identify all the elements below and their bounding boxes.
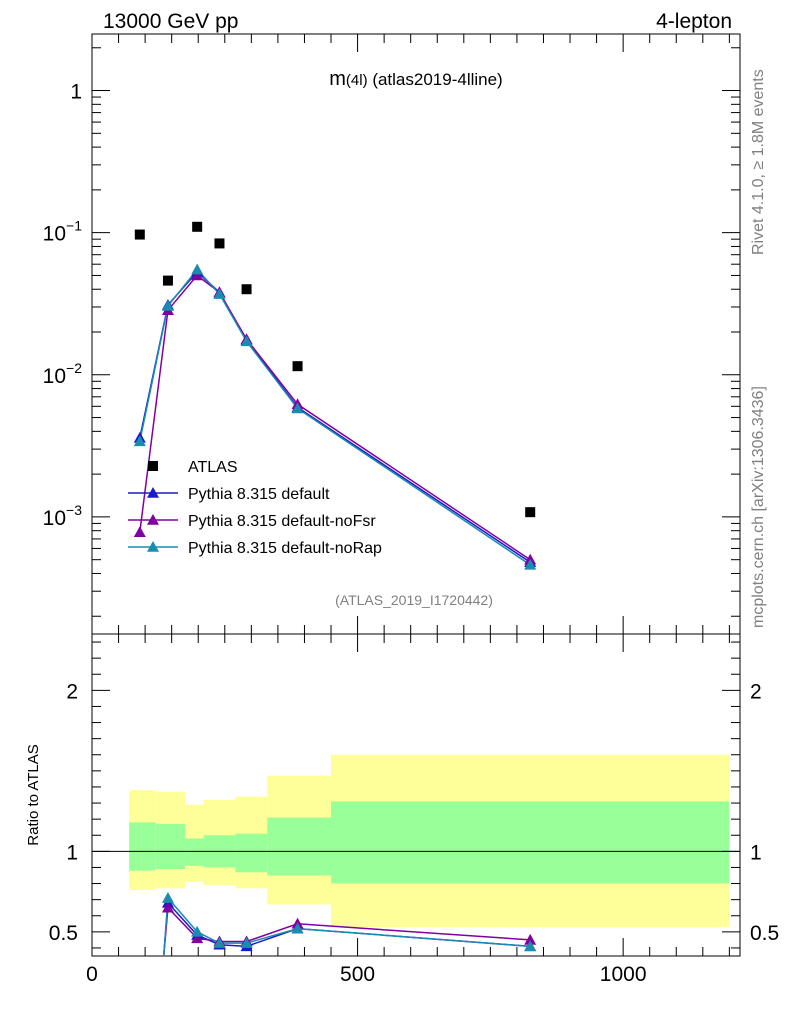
legend-marker-data [148,461,158,471]
legend-label-default: Pythia 8.315 default [188,486,330,503]
legend: ATLAS Pythia 8.315 default Pythia 8.315 de… [128,459,382,557]
atlas-data-point [192,221,203,232]
main-ytick-label: 10−1 [43,218,83,246]
main-marker-noRap [161,299,174,311]
ratio-ytick-label-right: 1 [750,841,762,864]
plot-title: m(4l) (atlas2019-4lline) [329,68,502,90]
ratio-marker-noRap [191,925,204,937]
band-inner-bin [129,822,156,871]
atlas-data-point [162,275,173,286]
mcplots-label: mcplots.cern.ch [arXiv:1306.3436] [750,386,767,628]
series-markers [133,221,537,952]
main-marker-noRap [240,335,253,347]
ratio-marker-noRap [240,937,253,948]
xtick-label: 1000 [600,963,647,986]
atlas-data-point [214,238,225,249]
legend-marker-noRap [147,541,159,552]
axis-ticks [91,34,740,956]
band-inner-bin [331,801,730,884]
header-left: 13000 GeV pp [103,10,238,33]
header-right: 4-lepton [656,10,732,33]
ratio-ytick-label-right: 0.5 [750,922,779,945]
ratio-ytick-label-right: 2 [750,680,762,703]
main-ytick-label: 1 [70,81,82,104]
legend-label-noFsr: Pythia 8.315 default-noFsr [188,513,376,530]
ratio-plot-frame [91,633,741,957]
atlas-data-point [134,229,145,240]
ratio-marker-noRap [524,940,537,952]
ratio-ytick-label-left: 2 [66,680,78,703]
main-marker-noRap [213,288,226,299]
ratio-uncertainty-bands [92,754,740,928]
ratio-ytick-label-left: 1 [66,841,78,864]
plot-title-rest: (atlas2019-4lline) [368,70,503,89]
xtick-label: 0 [86,963,98,986]
main-marker-noRap [133,435,146,447]
legend-label-data: ATLAS [188,459,238,476]
ratio-ylabel: Ratio to ATLAS [25,744,42,845]
main-marker-noFsr [133,526,146,538]
main-marker-noRap [524,558,537,570]
rivet-label: Rivet 4.1.0, ≥ 1.8M events [750,69,767,255]
band-inner-bin [155,823,185,870]
xtick-label: 500 [340,963,375,986]
legend-marker-default [147,487,159,498]
ratio-ytick-label-left: 0.5 [49,922,78,945]
ratio-marker-noRap [213,937,226,948]
analysis-watermark: (ATLAS_2019_I1720442) [335,592,493,608]
x-tick-labels: 0 500 1000 [86,963,646,986]
ratio-marker-noFsr [191,932,204,944]
legend-marker-noFsr [147,514,159,525]
atlas-data-point [525,507,536,518]
ratio-marker-noFsr [524,933,537,945]
y-tick-labels: 1 10−1 10−2 10−3 2 2 1 1 0.5 0.5 [43,81,780,945]
atlas-data-point [241,284,252,295]
ratio-marker-noRap [291,922,304,934]
band-inner-bin [235,833,268,873]
plot-frames [91,33,741,957]
band-inner-bin [267,817,332,876]
main-ytick-label: 10−2 [43,360,83,388]
main-ytick-label: 10−3 [43,502,83,530]
ratio-marker-noRap [161,892,174,903]
main-marker-noRap [291,402,304,414]
plot-title-main: m [329,68,346,90]
legend-label-noRap: Pythia 8.315 default-noRap [188,540,382,557]
main-marker-noFsr [191,269,204,281]
main-marker-noRap [191,263,204,275]
ratio-marker-noFsr [161,901,174,913]
atlas-data-point [292,361,303,372]
plot-title-sub: (4l) [346,72,368,89]
band-inner-bin [184,838,204,866]
